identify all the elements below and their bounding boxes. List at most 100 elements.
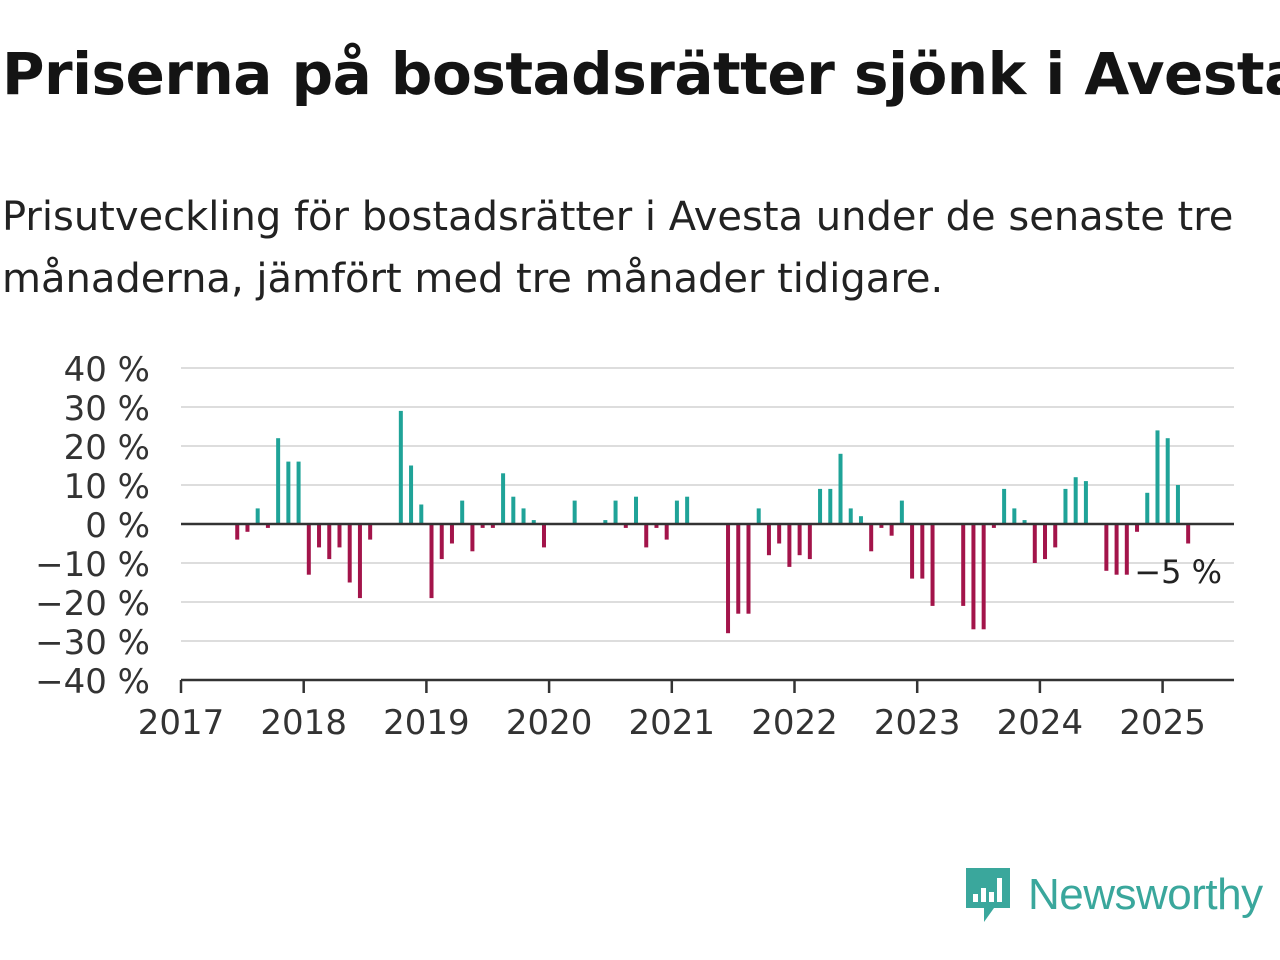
bar — [1186, 524, 1191, 544]
bar-chart: 40 %30 %20 %10 %0 %−10 %−20 %−30 %−40 % 2… — [35, 350, 1234, 740]
y-tick-label: −30 % — [35, 623, 150, 663]
bar — [899, 500, 904, 524]
bar — [828, 488, 833, 524]
bar — [869, 524, 874, 552]
bar — [1155, 430, 1160, 524]
bar — [449, 524, 454, 544]
bar — [787, 524, 792, 567]
x-tick-label: 2018 — [260, 703, 347, 740]
bar — [910, 524, 915, 579]
bar — [511, 496, 516, 524]
x-tick-label: 2024 — [997, 703, 1084, 740]
x-tick-label: 2025 — [1119, 703, 1206, 740]
bar — [797, 524, 802, 556]
bar — [1022, 520, 1027, 524]
bar — [981, 524, 986, 630]
bar — [736, 524, 741, 614]
bar — [991, 524, 996, 528]
bar — [838, 453, 843, 524]
bar — [920, 524, 925, 579]
bar — [531, 520, 536, 524]
bar — [1175, 485, 1180, 524]
x-tick-label: 2022 — [751, 703, 838, 740]
x-tick-label: 2019 — [383, 703, 470, 740]
bar — [347, 524, 352, 583]
bar — [470, 524, 475, 552]
last-value-annotation: −5 % — [1134, 553, 1222, 591]
bar — [521, 508, 526, 524]
bar — [429, 524, 434, 599]
bar — [1053, 524, 1058, 548]
bar — [572, 500, 577, 524]
bar — [317, 524, 322, 548]
bar — [480, 524, 485, 528]
brand-name: Newsworthy — [1028, 870, 1263, 919]
bar — [858, 516, 863, 524]
bars — [235, 410, 1191, 634]
bar — [664, 524, 669, 540]
y-tick-label: 20 % — [64, 428, 150, 468]
y-tick-label: −10 % — [35, 545, 150, 585]
bar — [1145, 492, 1150, 524]
y-tick-label: 30 % — [64, 389, 150, 429]
bar — [623, 524, 628, 528]
bar — [674, 500, 679, 524]
bar — [971, 524, 976, 630]
bar — [848, 508, 853, 524]
bar — [879, 524, 884, 528]
y-tick-label: −40 % — [35, 662, 150, 702]
bar — [337, 524, 342, 548]
bar — [296, 461, 301, 524]
bar — [756, 508, 761, 524]
brand-logo: Newsworthy — [962, 864, 1263, 926]
chart-subtitle: Prisutveckling för bostadsrätter i Avest… — [2, 194, 1234, 302]
bar — [1135, 524, 1140, 532]
bar — [634, 496, 639, 524]
bar — [644, 524, 649, 548]
bar — [1165, 438, 1170, 524]
bar — [286, 461, 291, 524]
bar — [654, 524, 659, 528]
bar — [245, 524, 250, 532]
bar — [1104, 524, 1109, 571]
bar — [265, 524, 270, 528]
bar — [398, 410, 403, 524]
bar — [746, 524, 751, 614]
bar — [1124, 524, 1129, 575]
bar — [255, 508, 260, 524]
bar — [235, 524, 240, 540]
bar — [306, 524, 311, 575]
bar — [276, 438, 281, 524]
axes: 40 %30 %20 %10 %0 %−10 %−20 %−30 %−40 % 2… — [35, 350, 1234, 740]
bar — [357, 524, 362, 599]
bar — [1043, 524, 1048, 560]
bar — [613, 500, 618, 524]
bar — [501, 473, 506, 524]
chart-title: Priserna på bostadsrätter sjönk i Avesta — [2, 40, 1280, 108]
bar — [460, 500, 465, 524]
bar — [726, 524, 731, 634]
bar — [409, 465, 414, 524]
x-tick-label: 2023 — [874, 703, 961, 740]
y-tick-label: 40 % — [64, 350, 150, 390]
newsworthy-logo-icon — [966, 868, 1010, 922]
y-tick-label: 10 % — [64, 467, 150, 507]
x-tick-label: 2021 — [629, 703, 716, 740]
bar — [1012, 508, 1017, 524]
bar — [490, 524, 495, 528]
bar — [327, 524, 332, 560]
bar — [766, 524, 771, 556]
bar — [368, 524, 373, 540]
bar — [807, 524, 812, 560]
bar — [1063, 488, 1068, 524]
bar — [439, 524, 444, 560]
bar — [889, 524, 894, 536]
gridlines — [181, 367, 1234, 642]
bar — [1083, 481, 1088, 524]
y-tick-label: 0 % — [85, 506, 150, 546]
bar — [961, 524, 966, 606]
bar — [1073, 477, 1078, 524]
bar — [603, 520, 608, 524]
y-tick-label: −20 % — [35, 584, 150, 624]
bar — [777, 524, 782, 544]
